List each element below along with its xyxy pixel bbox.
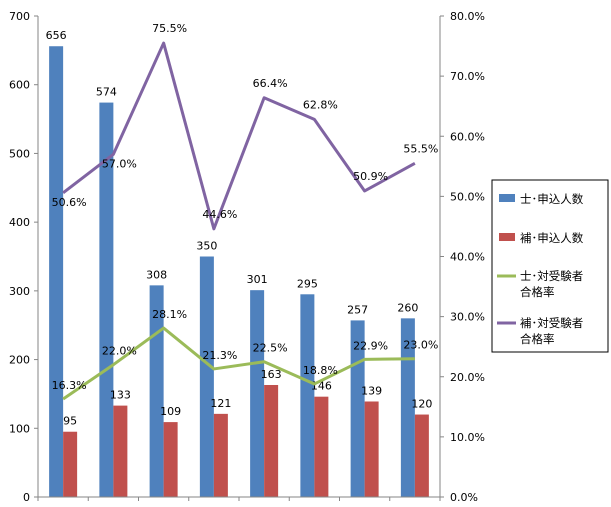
line-ho-pass-rate [62,41,416,231]
bar-ho-applicants [63,431,78,497]
bar-data-label: 109 [160,405,181,418]
bar-data-label: 121 [210,397,231,410]
bar-data-label: 295 [297,277,318,290]
bar-ho-applicants [113,405,128,497]
left-axis-tick-label: 300 [9,285,30,298]
right-axis-tick-label: 20.0% [450,371,485,384]
bar-shi-applicants [49,46,64,498]
left-axis-tick-label: 200 [9,354,30,367]
bar-data-label: 120 [411,398,432,411]
line-data-label: 16.3% [52,379,87,392]
legend-entry-label: 士･申込人数 [520,192,584,206]
line-data-label: 66.4% [253,77,288,90]
legend-swatch-bar [499,194,515,202]
right-axis-tick-label: 0.0% [450,491,478,502]
bar-ho-applicants [163,422,178,497]
legend-entry-label: 補･申込人数 [520,231,584,245]
legend-entry-label: 合格率 [520,332,555,346]
line-data-label: 50.9% [353,170,388,183]
bar-shi-applicants [99,102,114,497]
line-data-label: 75.5% [152,22,187,35]
legend-swatch-bar [499,233,515,241]
bar-ho-applicants [213,413,228,497]
left-axis-tick-label: 700 [9,10,30,23]
line-shi-pass-rate [62,326,415,401]
bar-shi-applicants [250,290,265,497]
right-axis-tick-label: 30.0% [450,311,485,324]
bar-shi-applicants [199,256,214,497]
bar-data-label: 301 [247,273,268,286]
left-axis-tick-label: 0 [23,491,30,502]
line-data-label: 22.5% [253,342,288,355]
line-data-label: 28.1% [152,308,187,321]
right-axis-tick-label: 40.0% [450,251,485,264]
left-axis-tick-label: 400 [9,216,30,229]
line-data-label: 55.5% [403,142,438,155]
bar-shi-applicants [149,285,164,497]
bar-data-label: 257 [347,303,368,316]
bar-data-label: 260 [397,301,418,314]
left-axis-tick-label: 600 [9,79,30,92]
line-data-label: 22.0% [102,345,137,358]
bar-ho-applicants [314,396,329,497]
legend-entry-label: 補･対受験者 [520,316,583,330]
right-axis-tick-label: 70.0% [450,70,485,83]
line-data-label: 50.6% [52,196,87,209]
left-axis-tick-label: 500 [9,147,30,160]
bar-data-label: 574 [96,86,117,99]
bar-data-label: 139 [361,384,382,397]
right-axis-tick-label: 10.0% [450,431,485,444]
line-data-label: 62.8% [303,98,338,111]
bar-data-label: 163 [261,368,282,381]
bar-data-label: 656 [46,29,67,42]
line-data-label: 22.9% [353,339,388,352]
bar-ho-applicants [414,414,429,497]
bar-ho-applicants [364,401,379,497]
right-axis-tick-label: 60.0% [450,130,485,143]
line-data-label: 18.8% [303,364,338,377]
bar-data-label: 133 [110,389,131,402]
bar-shi-applicants [400,318,415,497]
legend-entry-label: 士･対受験者 [520,269,583,283]
bar-data-label: 95 [63,415,77,428]
right-axis-tick-label: 80.0% [450,10,485,23]
bar-ho-applicants [264,384,279,497]
bar-data-label: 350 [196,240,217,253]
line-data-label: 44.6% [202,208,237,221]
line-data-label: 23.0% [403,339,438,352]
line-data-label: 57.0% [102,157,137,170]
bar-data-label: 308 [146,268,167,281]
legend-entry-label: 合格率 [520,285,555,299]
left-axis-tick-label: 100 [9,422,30,435]
bar-shi-applicants [300,294,315,497]
right-axis-tick-label: 50.0% [450,190,485,203]
line-data-label: 21.3% [202,349,237,362]
